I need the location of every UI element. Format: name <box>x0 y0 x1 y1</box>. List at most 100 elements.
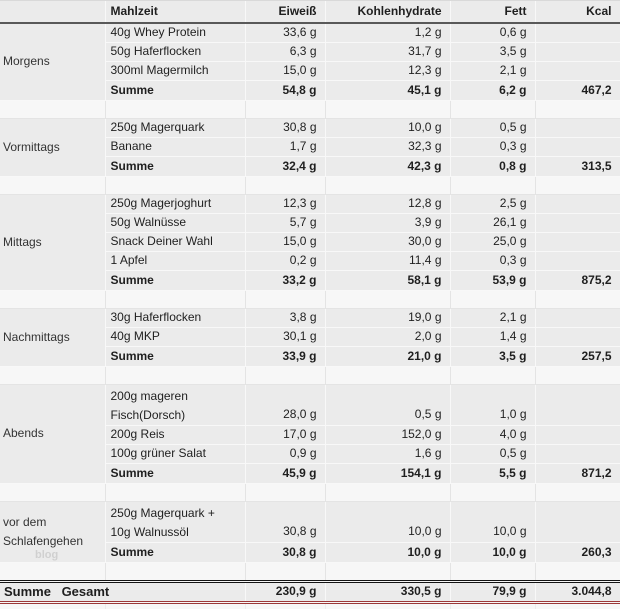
cell-carbs: 10,0 g <box>325 118 451 138</box>
cell-carbs: 12,8 g <box>325 194 451 214</box>
spacer-row <box>0 366 620 385</box>
total-protein: 230,9 g <box>245 579 326 604</box>
spacer-cell <box>105 366 246 385</box>
cell-meal: 30g Haferflocken <box>105 308 246 328</box>
sum-row: Summe 30,8 g 10,0 g 10,0 g 260,3 <box>0 542 620 563</box>
header-carbs: Kohlenhydrate <box>325 1 451 24</box>
cell-fat: 2,1 g <box>450 61 536 81</box>
spacer-row <box>0 290 620 309</box>
cell-kcal <box>535 213 620 233</box>
cell-protein: 30,8 g <box>245 542 326 563</box>
spacer-cell <box>535 562 620 582</box>
cell-carbs: 12,3 g <box>325 61 451 81</box>
cell-fat: 3,5 g <box>450 346 536 367</box>
spacer-cell <box>325 483 451 502</box>
cell-protein: 0,2 g <box>245 251 326 271</box>
cell-protein: 45,9 g <box>245 463 326 484</box>
period-cell: Nachmittags <box>0 308 106 367</box>
spacer-cell <box>325 100 451 119</box>
spacer-cell <box>0 176 106 195</box>
header-fat: Fett <box>450 1 536 24</box>
total-fat: 79,9 g <box>450 579 536 604</box>
cell-fat: 1,4 g <box>450 327 536 347</box>
cell-carbs: 10,0 g <box>325 542 451 563</box>
sum-row: Summe 32,4 g 42,3 g 0,8 g 313,5 <box>0 156 620 177</box>
cell-kcal: 871,2 <box>535 463 620 484</box>
spacer-cell <box>245 562 326 582</box>
period-cell: Vormittags <box>0 118 106 177</box>
spacer-cell <box>325 366 451 385</box>
cell-protein: 3,8 g <box>245 308 326 328</box>
cell-fat: 4,0 g <box>450 425 536 445</box>
spacer-row <box>0 562 620 582</box>
cell-fat: 26,1 g <box>450 213 536 233</box>
spacer-cell <box>0 483 106 502</box>
cell-fat: 0,5 g <box>450 118 536 138</box>
cell-carbs: 2,0 g <box>325 327 451 347</box>
sum-row: Summe 33,2 g 58,1 g 53,9 g 875,2 <box>0 270 620 291</box>
cell-fat: 2,1 g <box>450 308 536 328</box>
cell-meal: 40g Whey Protein <box>105 23 246 43</box>
cell-carbs: 45,1 g <box>325 80 451 101</box>
spacer-cell <box>0 100 106 119</box>
spacer-cell <box>0 562 106 582</box>
cell-fat: 6,2 g <box>450 80 536 101</box>
cell-protein: 5,7 g <box>245 213 326 233</box>
period-cell: Morgens <box>0 23 106 101</box>
cell-kcal <box>535 118 620 138</box>
cell-meal: Banane <box>105 137 246 157</box>
sum-row: Summe 33,9 g 21,0 g 3,5 g 257,5 <box>0 346 620 367</box>
cell-protein: 17,0 g <box>245 425 326 445</box>
cell-fat: 0,3 g <box>450 137 536 157</box>
filler-cell <box>325 602 451 609</box>
spacer-cell <box>105 483 246 502</box>
cell-carbs: 1,6 g <box>325 444 451 464</box>
total-kcal: 3.044,8 <box>535 579 620 604</box>
cell-meal: 300ml Magermilch <box>105 61 246 81</box>
cell-protein: 1,7 g <box>245 137 326 157</box>
cell-kcal <box>535 232 620 252</box>
cell-carbs: 32,3 g <box>325 137 451 157</box>
period-cell: vor dem Schlafengehen <box>0 501 106 563</box>
spacer-cell <box>105 290 246 309</box>
cell-protein: 30,8 g <box>245 501 326 543</box>
total-label: Summe Gesamt <box>0 579 246 604</box>
cell-protein: 32,4 g <box>245 156 326 177</box>
cell-carbs: 11,4 g <box>325 251 451 271</box>
sum-label: Summe <box>105 463 246 484</box>
cell-protein: 30,8 g <box>245 118 326 138</box>
spacer-cell <box>535 366 620 385</box>
header-protein: Eiweiß <box>245 1 326 24</box>
sum-label: Summe <box>105 270 246 291</box>
cell-carbs: 152,0 g <box>325 425 451 445</box>
spacer-cell <box>245 100 326 119</box>
cell-protein: 33,2 g <box>245 270 326 291</box>
cell-kcal: 260,3 <box>535 542 620 563</box>
cell-kcal <box>535 137 620 157</box>
spacer-cell <box>105 100 246 119</box>
cell-fat: 0,6 g <box>450 23 536 43</box>
filler-cell <box>450 602 536 609</box>
spacer-cell <box>105 176 246 195</box>
meal-row: Snack Deiner Wahl 15,0 g 30,0 g 25,0 g <box>0 232 620 252</box>
cell-protein: 54,8 g <box>245 80 326 101</box>
meal-row: Vormittags 250g Magerquark 30,8 g 10,0 g 0,5… <box>0 118 620 177</box>
cell-carbs: 1,2 g <box>325 23 451 43</box>
cell-carbs: 42,3 g <box>325 156 451 177</box>
cell-carbs: 58,1 g <box>325 270 451 291</box>
spacer-cell <box>325 290 451 309</box>
filler-cell <box>105 602 246 609</box>
total-row: Summe Gesamt 230,9 g 330,5 g 79,9 g 3.044,8 <box>0 579 620 604</box>
cell-carbs: 0,5 g <box>325 384 451 426</box>
spacer-cell <box>450 366 536 385</box>
cell-meal: 1 Apfel <box>105 251 246 271</box>
header-kcal: Kcal <box>535 1 620 24</box>
spacer-cell <box>450 100 536 119</box>
spacer-cell <box>0 290 106 309</box>
cell-meal: 50g Walnüsse <box>105 213 246 233</box>
cell-protein: 33,6 g <box>245 23 326 43</box>
meal-row: 50g Walnüsse 5,7 g 3,9 g 26,1 g <box>0 213 620 233</box>
cell-meal: 200g mageren Fisch(Dorsch) <box>105 384 246 426</box>
